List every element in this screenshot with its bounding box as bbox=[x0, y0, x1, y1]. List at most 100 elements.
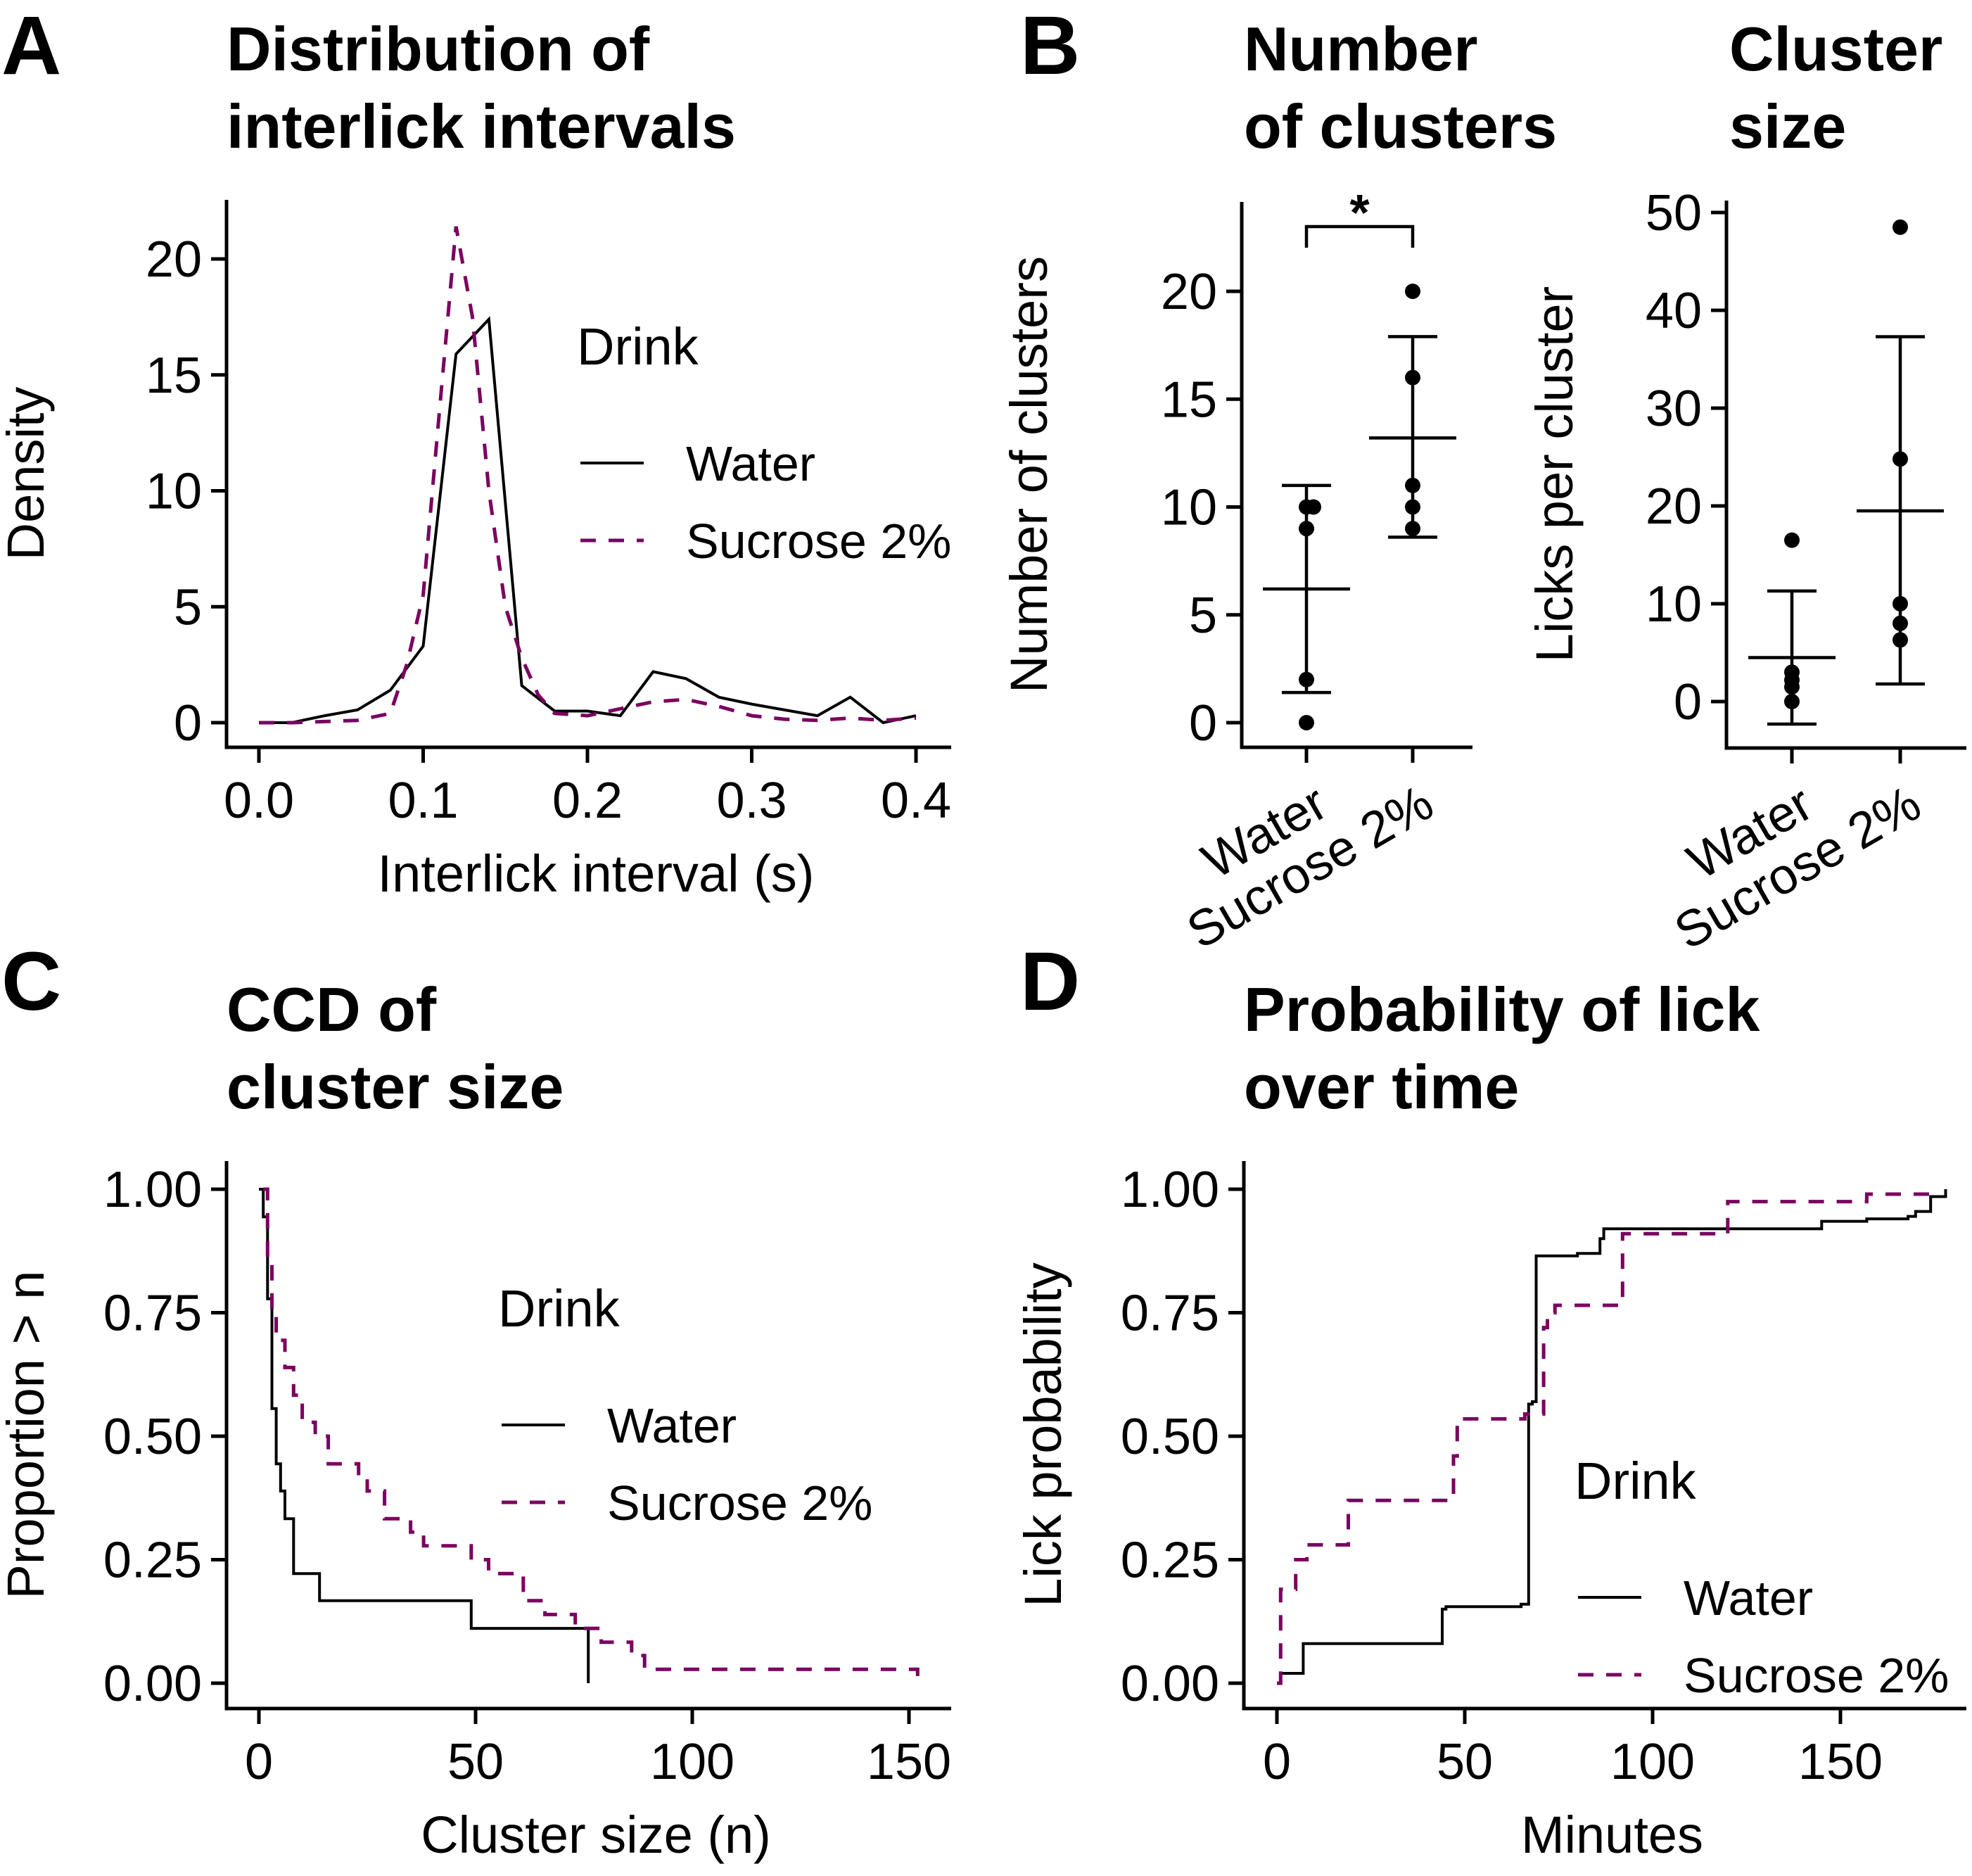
data-point bbox=[1893, 219, 1908, 235]
x-tick-label: 50 bbox=[1437, 1734, 1493, 1790]
legend-title: Drink bbox=[577, 317, 699, 376]
series-line-sucrose bbox=[259, 226, 917, 725]
panel-d-title-line2: over time bbox=[1244, 1052, 1519, 1122]
panel-b: B Number of clusters Cluster size bbox=[1020, 0, 1942, 161]
panel-b1-title-line1: Number bbox=[1244, 14, 1478, 84]
data-point bbox=[1784, 664, 1800, 680]
y-axis-title: Lick probability bbox=[1014, 1262, 1072, 1606]
y-axis-title: Licks per cluster bbox=[1525, 286, 1584, 663]
x-axis-title: Interlick interval (s) bbox=[378, 844, 815, 903]
y-tick-label: 5 bbox=[174, 579, 202, 635]
series-line-water bbox=[259, 316, 917, 725]
y-tick-label: 20 bbox=[1646, 478, 1702, 535]
data-point bbox=[1299, 671, 1314, 687]
data-point bbox=[1784, 694, 1800, 709]
y-tick-label: 10 bbox=[1161, 480, 1217, 536]
y-axis-title: Number of clusters bbox=[1000, 256, 1058, 693]
y-tick-label: 30 bbox=[1646, 381, 1702, 437]
y-axis-title: Proportion > n bbox=[0, 1271, 55, 1599]
data-point bbox=[1893, 451, 1908, 467]
x-tick-label: 0.3 bbox=[716, 773, 787, 829]
y-tick-label: 0.25 bbox=[1121, 1533, 1219, 1589]
panel-c-title-line2: cluster size bbox=[227, 1052, 564, 1122]
chart-a: 0 5 10 15 20 0.0 0.1 0.2 0.3 0.4 Interlick interva… bbox=[0, 200, 951, 903]
legend-label-sucrose: Sucrose 2% bbox=[1684, 1648, 1949, 1703]
legend-title: Drink bbox=[1575, 1452, 1697, 1510]
x-tick-label: 50 bbox=[447, 1734, 504, 1790]
x-tick-label: 0.1 bbox=[388, 773, 458, 829]
data-point bbox=[1405, 369, 1420, 386]
panel-c-title-line1: CCD of bbox=[227, 975, 437, 1044]
data-point bbox=[1299, 521, 1314, 537]
legend-label-sucrose: Sucrose 2% bbox=[607, 1476, 872, 1530]
y-tick-label: 1.00 bbox=[103, 1162, 202, 1218]
y-tick-label: 50 bbox=[1646, 185, 1702, 241]
y-tick-label: 1.00 bbox=[1121, 1162, 1219, 1218]
legend-label-water: Water bbox=[686, 436, 815, 491]
panel-letter-b: B bbox=[1020, 0, 1080, 92]
series-step-sucrose bbox=[1277, 1189, 1936, 1685]
y-tick-label: 0 bbox=[1189, 695, 1217, 752]
y-tick-label: 15 bbox=[1161, 372, 1217, 428]
panel-b2-title-line2: size bbox=[1729, 91, 1846, 161]
y-tick-label: 0.25 bbox=[103, 1533, 202, 1589]
series-step-water bbox=[259, 1188, 590, 1683]
legend-label-water: Water bbox=[1684, 1571, 1813, 1625]
data-point bbox=[1306, 499, 1321, 515]
x-tick-label: 100 bbox=[650, 1734, 734, 1790]
significance-star: * bbox=[1349, 185, 1369, 241]
data-point bbox=[1893, 596, 1908, 611]
x-tick-label: 0.0 bbox=[224, 773, 294, 829]
y-tick-label: 10 bbox=[1646, 576, 1702, 633]
panel-d: D Probability of lick over time bbox=[1020, 935, 1761, 1122]
series-step-water bbox=[1277, 1189, 1947, 1685]
panel-a-title-line1: Distribution of bbox=[227, 14, 650, 84]
y-tick-label: 0.00 bbox=[103, 1656, 202, 1712]
x-tick-label: 0 bbox=[245, 1734, 273, 1790]
panel-a: A Distribution of interlick intervals bbox=[1, 0, 736, 161]
x-tick-label: 150 bbox=[1798, 1734, 1883, 1790]
x-tick-label: 0.2 bbox=[552, 773, 623, 829]
data-point bbox=[1893, 632, 1908, 648]
data-point bbox=[1893, 615, 1908, 631]
chart-c: 0.00 0.25 0.50 0.75 1.00 0 50 100 150 Cluster siz… bbox=[0, 1161, 951, 1864]
x-tick-label: 100 bbox=[1610, 1734, 1695, 1790]
y-tick-label: 20 bbox=[1161, 264, 1217, 320]
x-tick-label: 0.4 bbox=[881, 773, 951, 829]
x-tick-label: 0 bbox=[1263, 1734, 1291, 1790]
y-tick-label: 15 bbox=[146, 348, 202, 404]
x-tick-label: 150 bbox=[867, 1734, 951, 1790]
plot-layer: 0 5 10 15 20 0.0 0.1 0.2 0.3 0.4 Interlick interva… bbox=[0, 185, 1966, 1864]
y-tick-label: 0.00 bbox=[1121, 1656, 1219, 1712]
x-axis-title: Minutes bbox=[1521, 1806, 1703, 1864]
y-tick-label: 40 bbox=[1646, 283, 1702, 339]
y-tick-label: 20 bbox=[146, 232, 202, 288]
panel-a-title-line2: interlick intervals bbox=[227, 91, 736, 161]
y-tick-label: 0 bbox=[1674, 674, 1702, 730]
legend-label-sucrose: Sucrose 2% bbox=[686, 514, 951, 569]
data-point bbox=[1299, 715, 1314, 730]
panel-b1-title-line2: of clusters bbox=[1244, 91, 1557, 161]
chart-d: 0.00 0.25 0.50 0.75 1.00 0 50 100 150 Minutes Lick… bbox=[1014, 1161, 1966, 1864]
legend-title: Drink bbox=[498, 1279, 621, 1338]
panel-d-title-line1: Probability of lick bbox=[1244, 975, 1761, 1044]
x-axis-title: Cluster size (n) bbox=[421, 1806, 771, 1864]
y-tick-label: 0.50 bbox=[103, 1409, 202, 1465]
legend-label-water: Water bbox=[607, 1398, 737, 1453]
panel-letter-d: D bbox=[1020, 935, 1080, 1028]
y-tick-label: 5 bbox=[1189, 588, 1217, 644]
data-point bbox=[1405, 499, 1420, 515]
data-point bbox=[1405, 477, 1420, 493]
y-tick-label: 0 bbox=[174, 695, 202, 752]
panel-letter-c: C bbox=[1, 935, 61, 1028]
y-axis-title: Density bbox=[0, 387, 55, 561]
data-point bbox=[1405, 521, 1420, 537]
panel-c: C CCD of cluster size bbox=[1, 935, 564, 1122]
y-tick-label: 10 bbox=[146, 464, 202, 520]
data-point bbox=[1405, 284, 1420, 299]
y-tick-label: 0.75 bbox=[1121, 1286, 1219, 1342]
series-step-sucrose bbox=[263, 1187, 920, 1683]
